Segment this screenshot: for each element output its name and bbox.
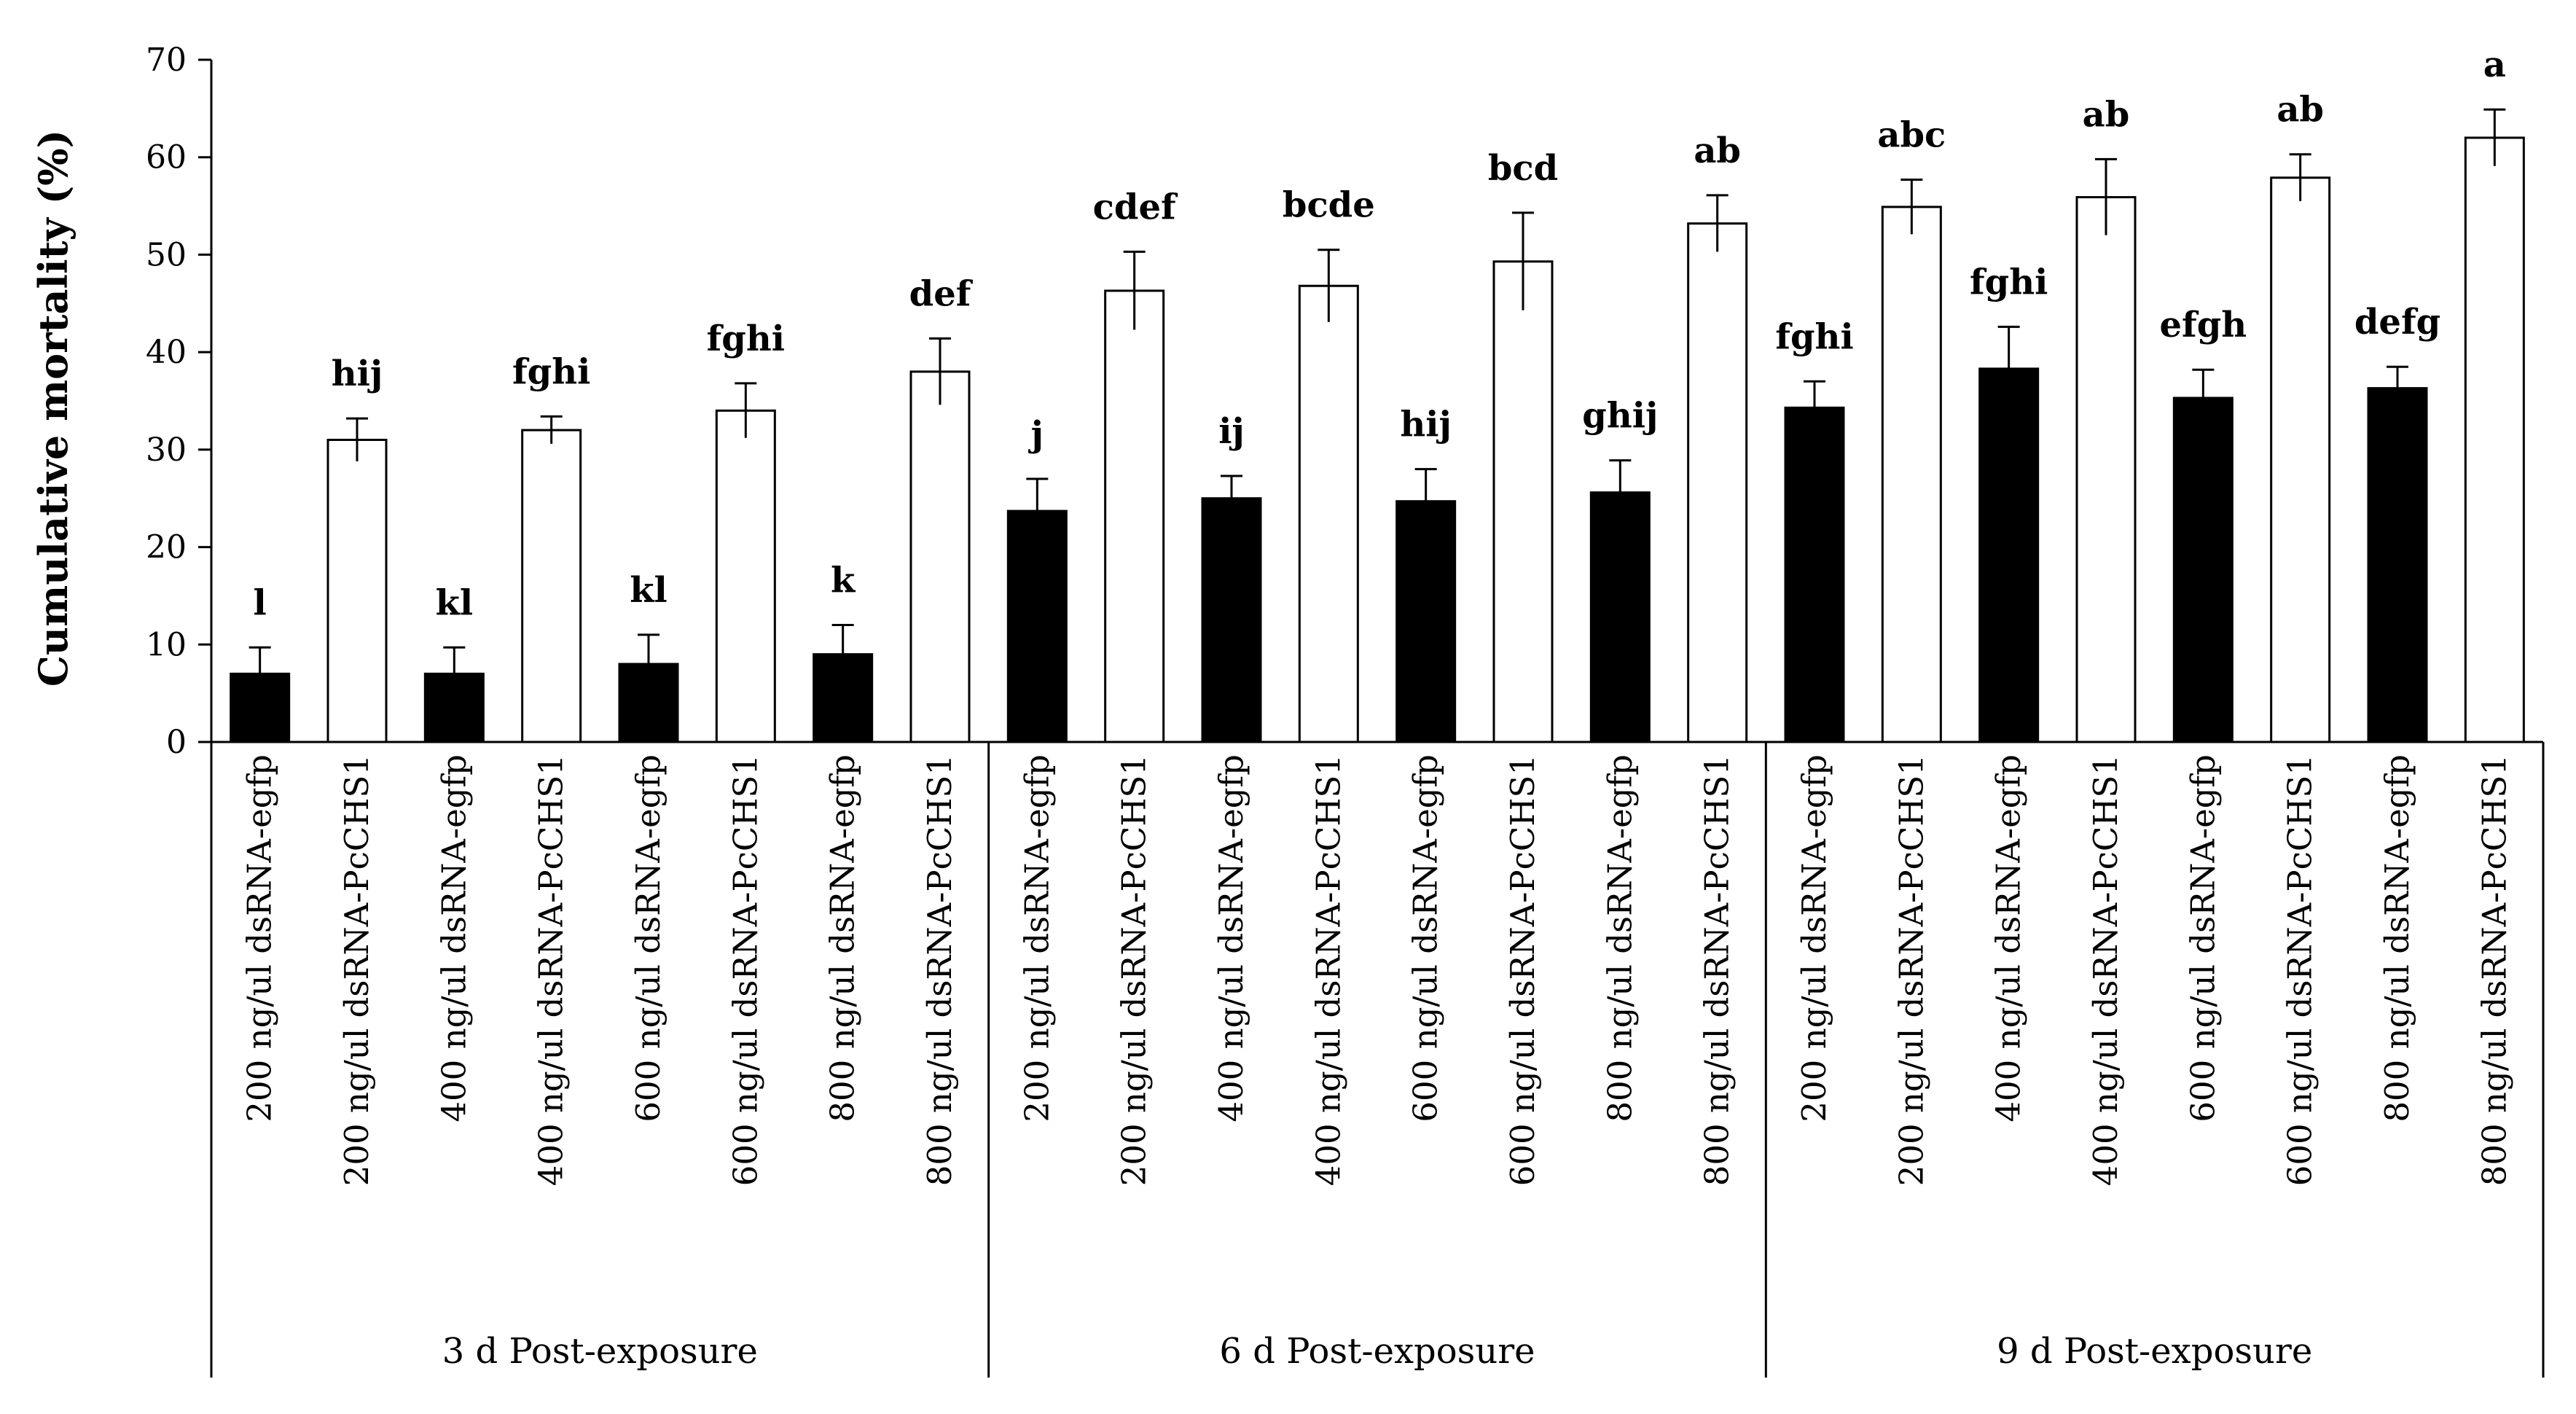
significance-label-g3-2: abc [1877, 114, 1946, 155]
y-tick-label-70: 70 [146, 42, 187, 79]
category-label-g1-1: 200 ng/ul dsRNA-egfp [240, 754, 279, 1122]
bar-g3-7 [2367, 387, 2428, 743]
category-label-g1-3: 400 ng/ul dsRNA-egfp [434, 754, 473, 1122]
axes: 0 10 20 30 40 50 60 70 [146, 42, 2545, 1378]
category-label-g3-6: 600 ng/ul dsRNA-PcCHS1 [2281, 754, 2319, 1186]
category-label-g1-4: 400 ng/ul dsRNA-PcCHS1 [532, 754, 571, 1186]
bar-g1-6 [715, 409, 776, 743]
significance-label-g2-5: hij [1400, 405, 1452, 445]
bar-g1-2 [326, 438, 388, 743]
significance-label-g3-6: ab [2276, 90, 2324, 130]
category-label-g1-2: 200 ng/ul dsRNA-PcCHS1 [337, 754, 376, 1186]
group-label-1: 3 d Post-exposure [442, 1331, 758, 1372]
bar-g2-6 [1492, 260, 1554, 743]
category-label-g2-7: 800 ng/ul dsRNA-egfp [1600, 754, 1639, 1122]
bar-g3-8 [2464, 136, 2525, 743]
y-tick-label-60: 60 [146, 139, 187, 176]
significance-label-g2-4: bcde [1283, 185, 1375, 226]
significance-label-g2-8: ab [1694, 130, 1741, 171]
category-label-g1-5: 600 ng/ul dsRNA-egfp [629, 754, 668, 1122]
significance-label-g1-4: fghi [512, 351, 590, 392]
group-label-3: 9 d Post-exposure [1997, 1331, 2312, 1372]
bar-g1-4 [521, 429, 582, 743]
significance-label-g2-1: j [1028, 414, 1044, 455]
significance-label-g2-7: ghij [1582, 396, 1658, 437]
significance-label-g3-5: efgh [2160, 305, 2247, 345]
bar-g2-1 [1006, 509, 1068, 743]
bar-g3-4 [2075, 196, 2137, 743]
category-label-g2-3: 400 ng/ul dsRNA-egfp [1212, 754, 1250, 1122]
significance-label-g1-6: fghi [707, 319, 785, 359]
bar-g2-5 [1395, 500, 1457, 743]
significance-label-g3-7: defg [2354, 302, 2440, 343]
bar-g3-3 [1978, 367, 2040, 743]
group-label-2: 6 d Post-exposure [1219, 1331, 1535, 1372]
category-label-g2-5: 600 ng/ul dsRNA-egfp [1406, 754, 1445, 1122]
y-axis-title: Cumulative mortality (%) [30, 130, 77, 687]
y-tick-label-40: 40 [146, 334, 187, 371]
category-label-g3-1: 200 ng/ul dsRNA-egfp [1795, 754, 1833, 1122]
significance-label-g3-1: fghi [1775, 316, 1853, 357]
bar-g1-8 [909, 370, 971, 743]
significance-label-g3-8: a [2483, 44, 2506, 85]
y-tick-label-10: 10 [146, 626, 187, 663]
category-label-g1-7: 800 ng/ul dsRNA-egfp [823, 754, 862, 1122]
bars [230, 108, 2525, 743]
category-label-g3-8: 800 ng/ul dsRNA-PcCHS1 [2475, 754, 2513, 1186]
category-label-g3-2: 200 ng/ul dsRNA-PcCHS1 [1892, 754, 1930, 1186]
category-label-g1-6: 600 ng/ul dsRNA-PcCHS1 [726, 754, 764, 1186]
category-label-g2-2: 200 ng/ul dsRNA-PcCHS1 [1115, 754, 1154, 1186]
bar-g2-8 [1687, 222, 1748, 743]
category-label-g3-4: 400 ng/ul dsRNA-PcCHS1 [2086, 754, 2125, 1186]
y-tick-label-20: 20 [146, 529, 187, 566]
y-tick-label-30: 30 [146, 431, 187, 469]
category-label-g2-8: 800 ng/ul dsRNA-PcCHS1 [1698, 754, 1737, 1186]
bar-g3-2 [1881, 206, 1942, 743]
significance-label-g1-5: kl [630, 570, 668, 611]
y-tick-label-50: 50 [146, 236, 187, 273]
bar-g3-1 [1784, 406, 1845, 743]
bar-g2-7 [1589, 491, 1651, 743]
category-label-g3-5: 600 ng/ul dsRNA-egfp [2183, 754, 2222, 1122]
significance-label-g1-3: kl [436, 582, 474, 623]
category-label-g2-4: 400 ng/ul dsRNA-PcCHS1 [1309, 754, 1347, 1186]
significance-label-g1-1: l [254, 582, 267, 623]
labels: 3 d Post-exposure 6 d Post-exposure 9 d Po… [240, 44, 2514, 1372]
y-tick-label-0: 0 [166, 724, 187, 761]
significance-label-g2-3: ij [1218, 411, 1245, 452]
bar-g2-2 [1104, 289, 1165, 743]
category-label-g2-1: 200 ng/ul dsRNA-egfp [1017, 754, 1056, 1122]
category-label-g3-3: 400 ng/ul dsRNA-egfp [1989, 754, 2028, 1122]
category-label-g2-6: 600 ng/ul dsRNA-PcCHS1 [1503, 754, 1542, 1186]
significance-label-g3-4: ab [2083, 94, 2130, 135]
bar-g2-4 [1298, 284, 1359, 743]
significance-label-g2-2: cdef [1093, 187, 1178, 227]
significance-label-g3-3: fghi [1970, 262, 2048, 302]
bar-g2-3 [1201, 497, 1262, 743]
significance-label-g1-2: hij [332, 354, 383, 394]
category-label-g3-7: 800 ng/ul dsRNA-egfp [2378, 754, 2416, 1122]
bar-g3-5 [2172, 397, 2234, 743]
significance-label-g1-8: def [909, 273, 974, 314]
significance-label-g2-6: bcd [1488, 148, 1558, 189]
bar-g3-6 [2270, 176, 2331, 743]
category-label-g1-8: 800 ng/ul dsRNA-PcCHS1 [920, 754, 959, 1186]
significance-label-g1-7: k [831, 560, 856, 601]
